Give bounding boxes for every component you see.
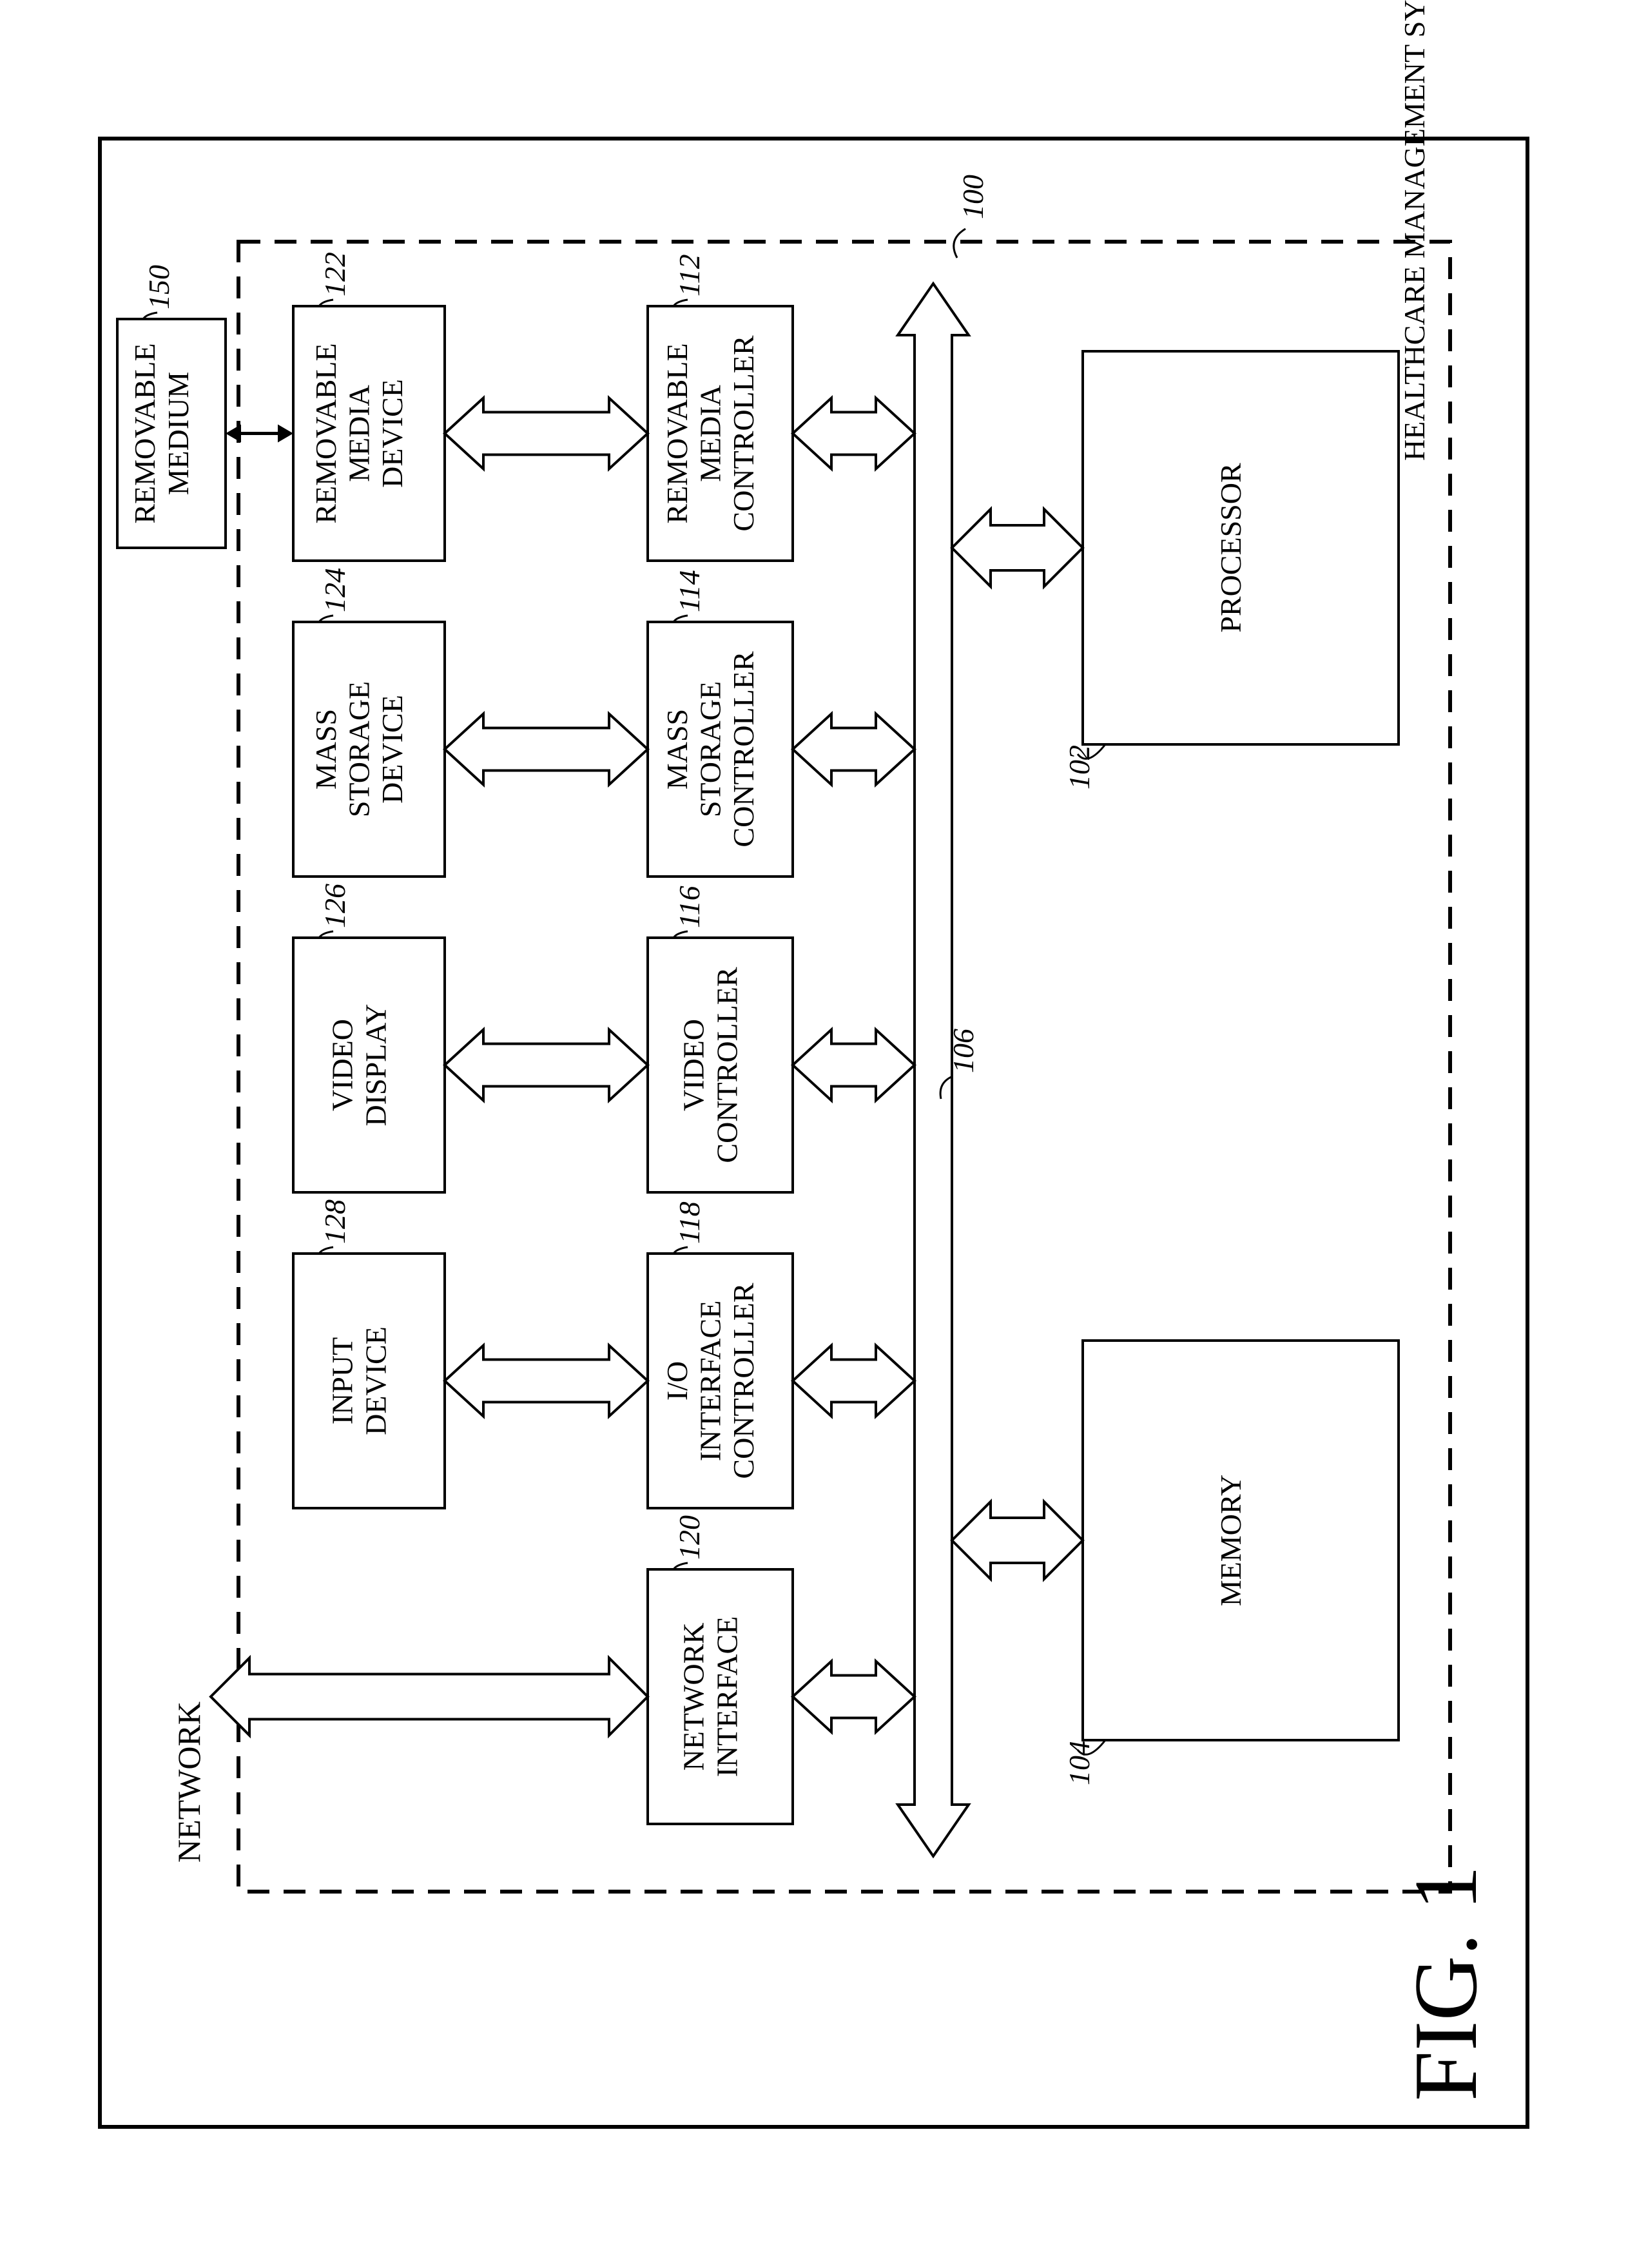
svg-text:118: 118 (673, 1201, 706, 1244)
mass-storage-controller-block: MASSSTORAGECONTROLLER114 (648, 570, 793, 877)
svg-text:INPUTDEVICE: INPUTDEVICE (326, 1326, 392, 1435)
svg-text:116: 116 (673, 886, 706, 928)
io-interface-controller-block: I/OINTERFACECONTROLLER118 (648, 1201, 793, 1508)
svg-text:126: 126 (318, 884, 351, 928)
input-device-block: INPUTDEVICE 128 (293, 1199, 445, 1508)
bus-ref: 106 (947, 1029, 980, 1073)
system-ref: 100 (956, 175, 989, 219)
svg-text:MEMORY: MEMORY (1214, 1475, 1247, 1606)
svg-text:NETWORKINTERFACE: NETWORKINTERFACE (677, 1616, 744, 1778)
svg-text:VIDEODISPLAY: VIDEODISPLAY (326, 1003, 392, 1126)
removable-medium-block: REMOVABLEMEDIUM150 (117, 265, 226, 548)
svg-text:124: 124 (318, 568, 351, 612)
removable-media-controller-block: REMOVABLEMEDIACONTROLLER112 (648, 254, 793, 561)
removable-media-device-block: REMOVABLEMEDIADEVICE122 (293, 252, 445, 561)
processor-block: PROCESSOR 102 (1063, 351, 1399, 790)
svg-text:120: 120 (673, 1515, 706, 1560)
mass-storage-device-block: MASSSTORAGEDEVICE124 (293, 568, 445, 877)
svg-text:114: 114 (673, 570, 706, 612)
network-label: NETWORK (171, 1701, 207, 1863)
svg-text:112: 112 (673, 254, 706, 296)
system-block-diagram: HEALTHCARE MANAGEMENT SYSTEM 100 FIG. 1 … (0, 0, 1628, 2268)
video-controller-block: VIDEOCONTROLLER116 (648, 886, 793, 1192)
svg-text:122: 122 (318, 252, 351, 296)
svg-text:128: 128 (318, 1199, 351, 1244)
figure-caption: FIG. 1 (1396, 1865, 1496, 2101)
network-interface-block: NETWORKINTERFACE 120 (648, 1515, 793, 1824)
svg-text:104: 104 (1063, 1741, 1096, 1785)
network-connector (211, 1658, 648, 1736)
video-display-block: VIDEODISPLAY 126 (293, 884, 445, 1192)
system-title: HEALTHCARE MANAGEMENT SYSTEM (1398, 0, 1431, 461)
memory-block: MEMORY 104 (1063, 1341, 1399, 1785)
svg-text:150: 150 (142, 265, 175, 309)
svg-text:PROCESSOR: PROCESSOR (1214, 463, 1247, 633)
svg-text:102: 102 (1063, 745, 1096, 790)
